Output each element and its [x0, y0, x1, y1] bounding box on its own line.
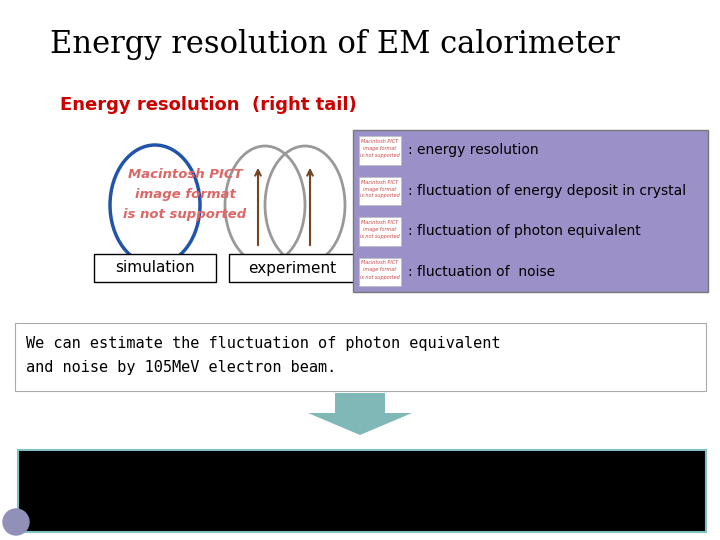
Text: : fluctuation of energy deposit in crystal: : fluctuation of energy deposit in cryst…: [408, 184, 686, 198]
Text: image format: image format: [364, 267, 397, 273]
Polygon shape: [308, 393, 412, 435]
FancyBboxPatch shape: [359, 136, 401, 165]
Text: Macintosh PICT: Macintosh PICT: [361, 139, 399, 144]
FancyBboxPatch shape: [359, 177, 401, 205]
Text: Macintosh PICT: Macintosh PICT: [361, 220, 399, 225]
Text: We can estimate the fluctuation of photon equivalent: We can estimate the fluctuation of photo…: [26, 336, 500, 351]
Text: image format: image format: [135, 188, 235, 201]
FancyBboxPatch shape: [359, 258, 401, 286]
Text: is not supported: is not supported: [360, 274, 400, 280]
FancyBboxPatch shape: [359, 217, 401, 246]
FancyBboxPatch shape: [18, 450, 706, 532]
Text: and noise by 105MeV electron beam.: and noise by 105MeV electron beam.: [26, 360, 336, 375]
Text: Macintosh PICT: Macintosh PICT: [127, 168, 243, 181]
Text: is not supported: is not supported: [360, 193, 400, 199]
Text: image format: image format: [364, 186, 397, 192]
Text: : fluctuation of photon equivalent: : fluctuation of photon equivalent: [408, 224, 641, 238]
Text: is not supported: is not supported: [360, 234, 400, 239]
Text: experiment: experiment: [248, 260, 336, 275]
FancyBboxPatch shape: [229, 254, 356, 282]
FancyBboxPatch shape: [15, 323, 706, 391]
Text: image format: image format: [364, 227, 397, 232]
Circle shape: [3, 509, 29, 535]
Text: simulation: simulation: [115, 260, 195, 275]
Text: is not supported: is not supported: [123, 208, 247, 221]
Text: image format: image format: [364, 146, 397, 151]
Text: Energy resolution of EM calorimeter: Energy resolution of EM calorimeter: [50, 30, 620, 60]
Text: is not supported: is not supported: [360, 153, 400, 158]
Text: : fluctuation of  noise: : fluctuation of noise: [408, 265, 555, 279]
FancyBboxPatch shape: [94, 254, 216, 282]
Text: : energy resolution: : energy resolution: [408, 143, 539, 157]
FancyBboxPatch shape: [353, 130, 708, 292]
Text: Macintosh PICT: Macintosh PICT: [361, 179, 399, 185]
Text: Macintosh PICT: Macintosh PICT: [361, 260, 399, 266]
Text: Energy resolution  (right tail): Energy resolution (right tail): [60, 96, 356, 114]
